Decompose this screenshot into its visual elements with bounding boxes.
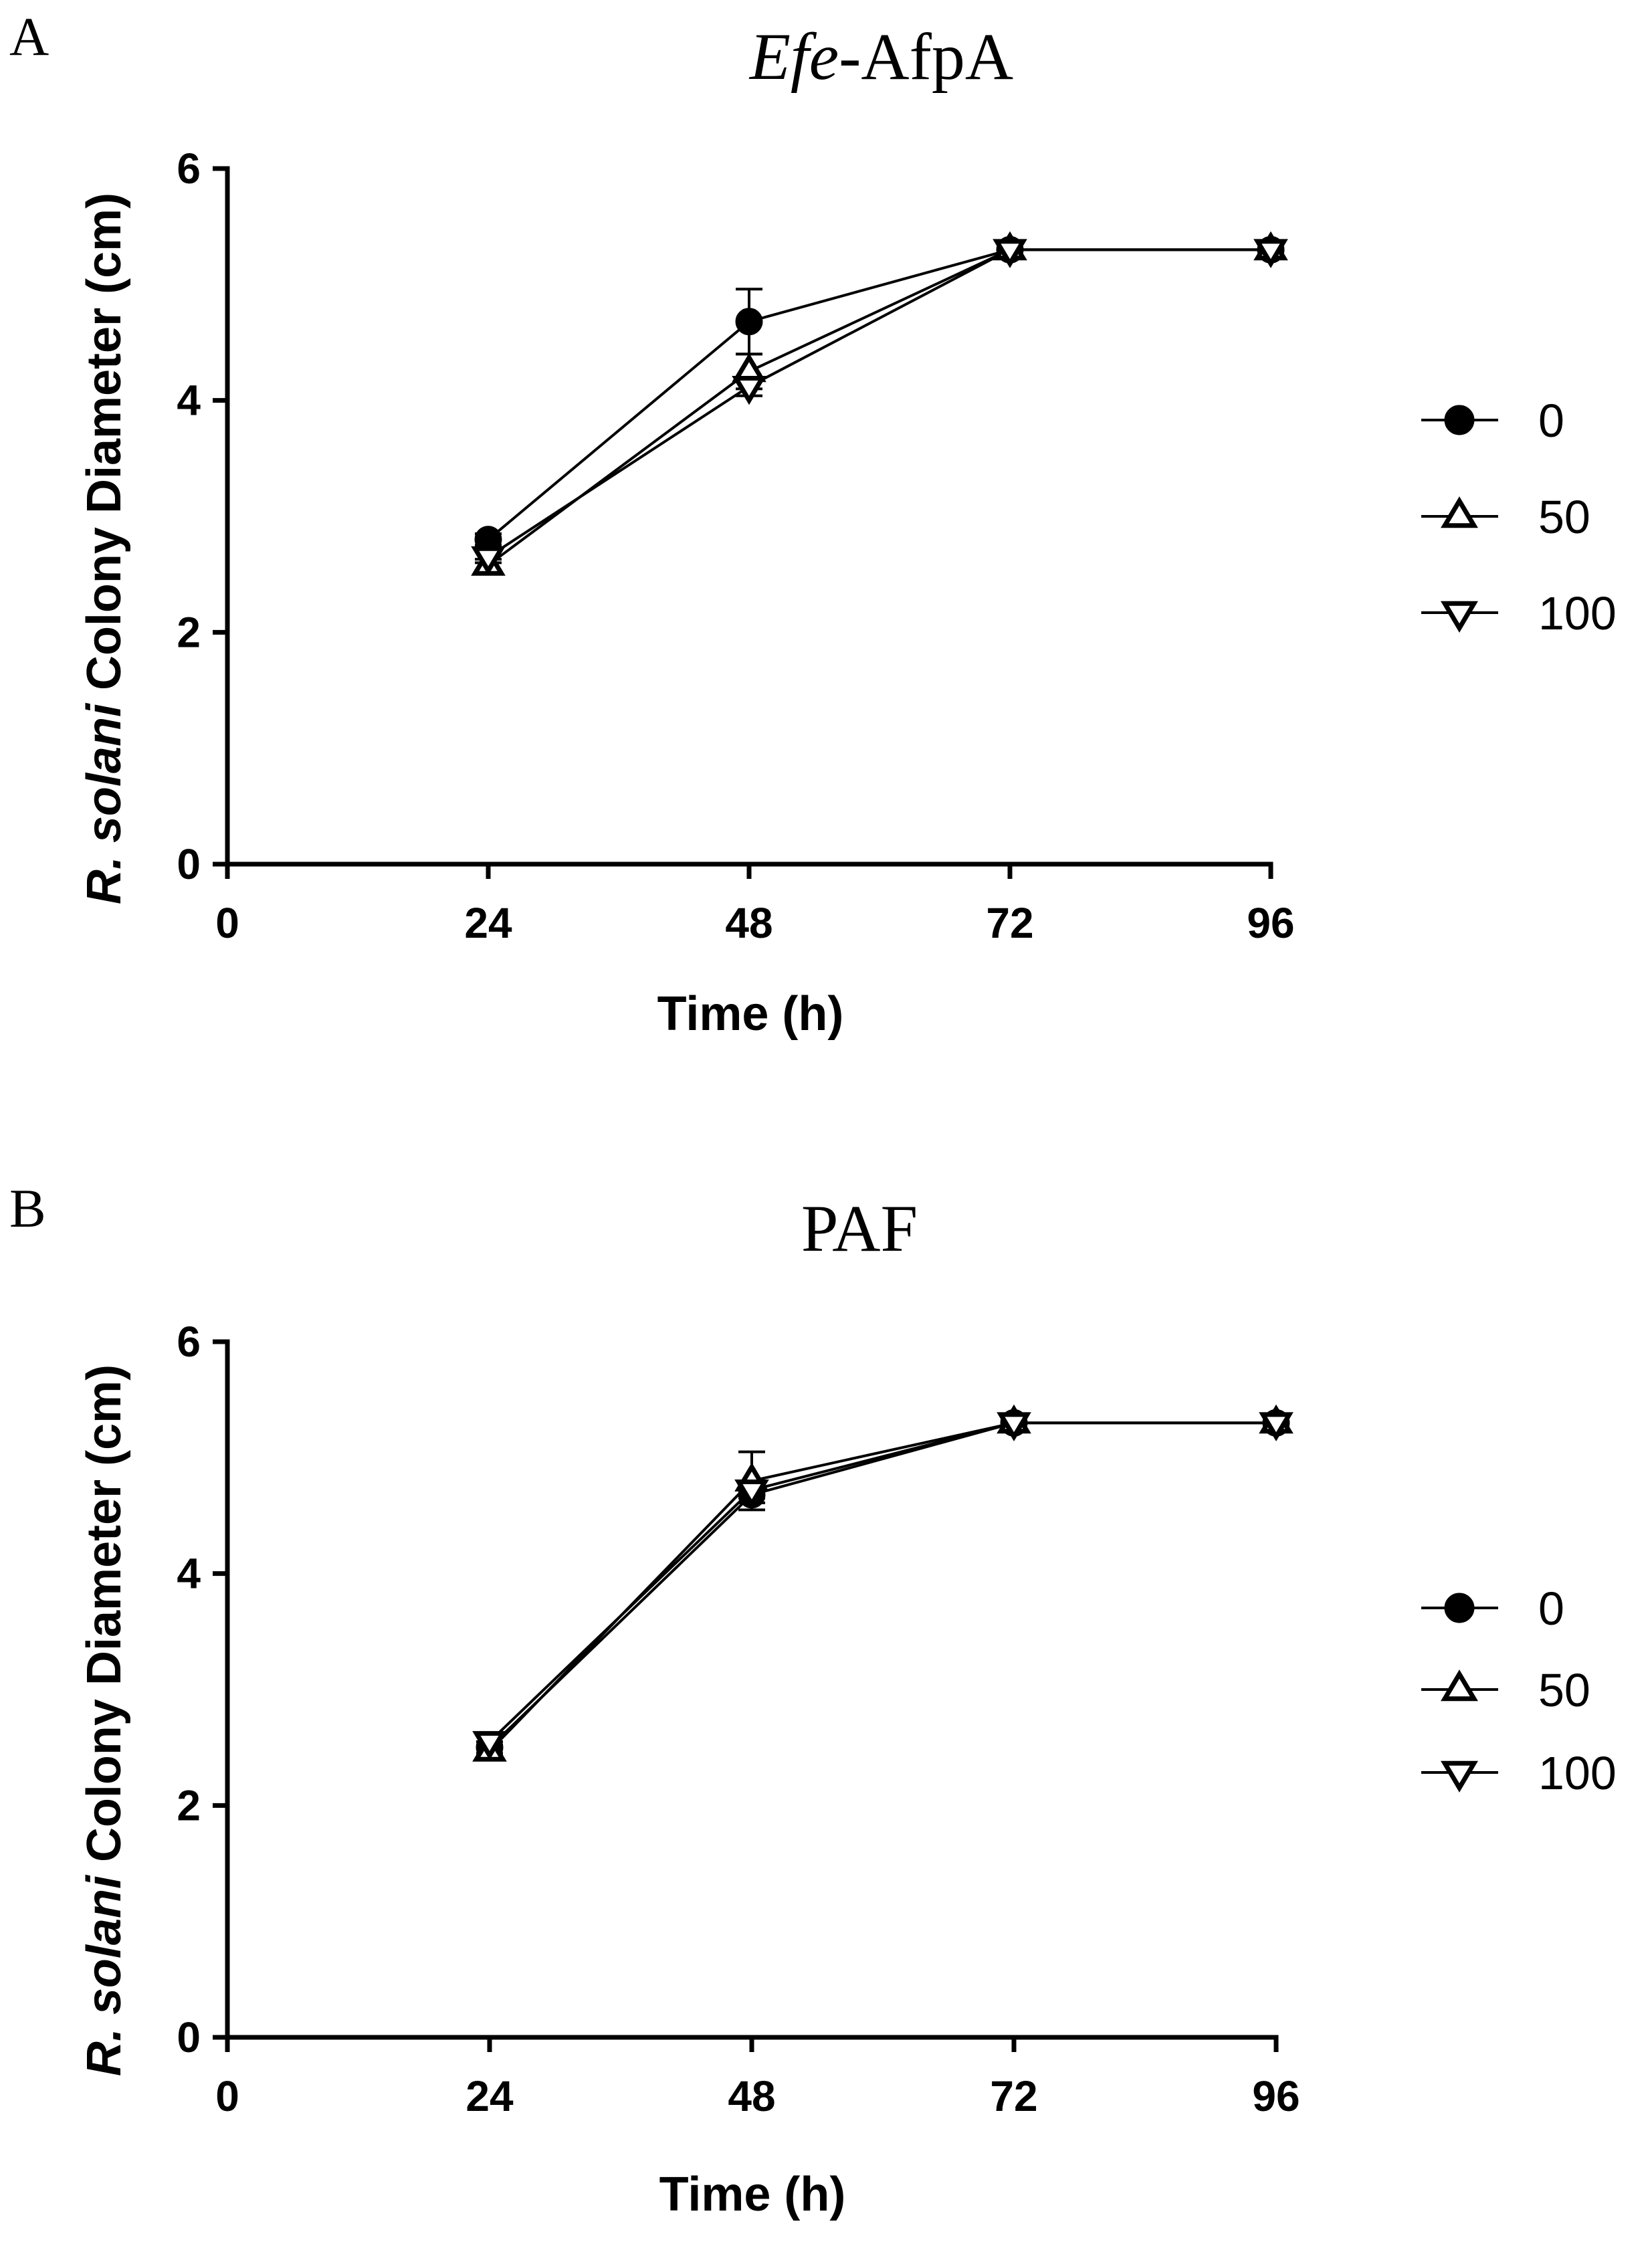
series-line-100 (487, 248, 1271, 558)
chart-title: PAF (801, 1191, 918, 1265)
data-point-100 (997, 1412, 1031, 1441)
y-axis-title-regular: Colony Diameter (cm) (78, 193, 131, 704)
series-line-0 (488, 1421, 1276, 1749)
x-axis-title: Time (h) (657, 987, 844, 1041)
y-tick-label: 0 (177, 840, 201, 888)
data-point-100 (471, 546, 506, 576)
y-axis-title-regular: Colony Diameter (cm) (78, 1364, 131, 1875)
panel-b: B PAF R. solani Colony Diameter (cm) Tim… (9, 1178, 1617, 2221)
y-axis-title: R. solani Colony Diameter (cm) (78, 1364, 131, 2076)
x-tick-label: 24 (464, 899, 512, 947)
x-tick-label: 48 (728, 2072, 775, 2120)
panel-label: A (9, 6, 49, 67)
legend-marker-50 (1441, 1669, 1478, 1702)
legend-marker-0 (1444, 405, 1475, 435)
legend-marker-0 (1444, 1593, 1475, 1623)
legend: 0 50 100 (1421, 1583, 1617, 1799)
x-tick-label: 48 (725, 899, 772, 947)
panel-label: B (9, 1178, 46, 1239)
data-point-0 (735, 308, 763, 336)
y-tick-label: 6 (177, 144, 201, 193)
legend-label: 100 (1538, 1747, 1617, 1799)
x-tick-label: 24 (466, 2072, 514, 2120)
data-point-100 (1259, 1412, 1294, 1441)
legend-label: 100 (1538, 587, 1617, 639)
chart-title: Efe-AfpA (748, 19, 1013, 94)
y-tick-label: 2 (177, 1781, 201, 1829)
y-axis-title: R. solani Colony Diameter (cm) (78, 193, 131, 904)
legend-marker-100 (1441, 601, 1478, 633)
x-tick-label: 72 (986, 899, 1033, 947)
x-tick-label: 0 (215, 899, 239, 947)
y-axis-title-italic: R. solani (78, 1874, 131, 2076)
y-axis-title-italic: R. solani (78, 702, 131, 904)
series-line-50 (487, 248, 1271, 567)
x-tick-label: 72 (990, 2072, 1037, 2120)
data-point-100 (993, 239, 1027, 268)
x-tick-label: 0 (215, 2072, 239, 2120)
legend-label: 50 (1538, 1664, 1590, 1716)
series-line-100 (488, 1421, 1276, 1743)
data-point-100 (734, 1479, 769, 1509)
data-point-100 (732, 375, 766, 405)
series-line-50 (488, 1421, 1276, 1752)
y-tick-label: 6 (177, 1318, 201, 1366)
y-tick-label: 0 (177, 2013, 201, 2061)
data-point-100 (472, 1731, 507, 1760)
legend-label: 0 (1538, 395, 1564, 447)
legend: 0 50 100 (1421, 395, 1617, 639)
series-line-0 (487, 248, 1271, 541)
data-point-100 (1253, 239, 1288, 268)
legend-marker-50 (1441, 496, 1478, 528)
legend-label: 0 (1538, 1583, 1564, 1635)
legend-label: 50 (1538, 491, 1590, 543)
y-tick-label: 2 (177, 608, 201, 656)
x-tick-label: 96 (1247, 899, 1294, 947)
y-tick-label: 4 (177, 377, 201, 425)
x-tick-label: 96 (1252, 2072, 1300, 2120)
panel-a: A Efe-AfpA R. solani Colony Diameter (cm… (9, 6, 1617, 1041)
chart-title-regular: -AfpA (839, 19, 1013, 94)
chart-title-italic: Efe (748, 19, 839, 94)
y-tick-label: 4 (177, 1550, 201, 1598)
x-axis-title: Time (h) (659, 2168, 846, 2221)
legend-marker-100 (1441, 1760, 1478, 1793)
